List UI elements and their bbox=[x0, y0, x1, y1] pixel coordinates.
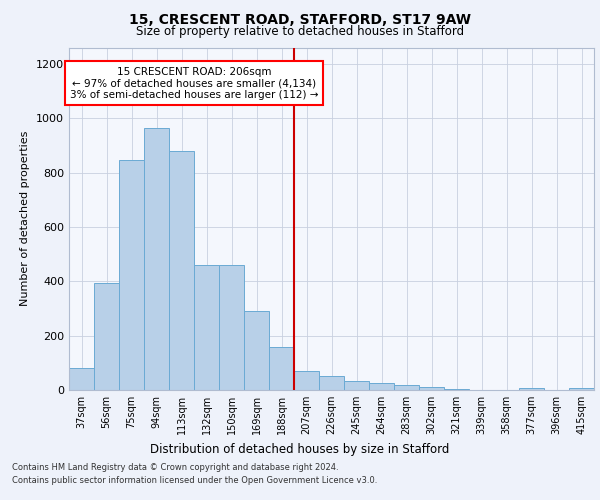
Bar bbox=[394, 385, 419, 390]
Bar bbox=[519, 388, 544, 390]
Text: Distribution of detached houses by size in Stafford: Distribution of detached houses by size … bbox=[151, 442, 449, 456]
Bar bbox=[94, 282, 119, 390]
Bar bbox=[344, 382, 369, 390]
Text: Contains public sector information licensed under the Open Government Licence v3: Contains public sector information licen… bbox=[12, 476, 377, 485]
Bar bbox=[244, 311, 269, 390]
Bar bbox=[194, 265, 219, 390]
Y-axis label: Number of detached properties: Number of detached properties bbox=[20, 131, 31, 306]
Bar bbox=[569, 388, 594, 390]
Bar bbox=[269, 346, 294, 390]
Bar bbox=[169, 151, 194, 390]
Bar bbox=[419, 388, 444, 390]
Bar bbox=[294, 371, 319, 390]
Text: 15, CRESCENT ROAD, STAFFORD, ST17 9AW: 15, CRESCENT ROAD, STAFFORD, ST17 9AW bbox=[129, 12, 471, 26]
Bar bbox=[369, 383, 394, 390]
Bar bbox=[144, 128, 169, 390]
Text: 15 CRESCENT ROAD: 206sqm
← 97% of detached houses are smaller (4,134)
3% of semi: 15 CRESCENT ROAD: 206sqm ← 97% of detach… bbox=[70, 66, 318, 100]
Bar bbox=[444, 388, 469, 390]
Bar bbox=[119, 160, 144, 390]
Bar bbox=[69, 368, 94, 390]
Text: Size of property relative to detached houses in Stafford: Size of property relative to detached ho… bbox=[136, 25, 464, 38]
Text: Contains HM Land Registry data © Crown copyright and database right 2024.: Contains HM Land Registry data © Crown c… bbox=[12, 464, 338, 472]
Bar bbox=[219, 265, 244, 390]
Bar bbox=[319, 376, 344, 390]
